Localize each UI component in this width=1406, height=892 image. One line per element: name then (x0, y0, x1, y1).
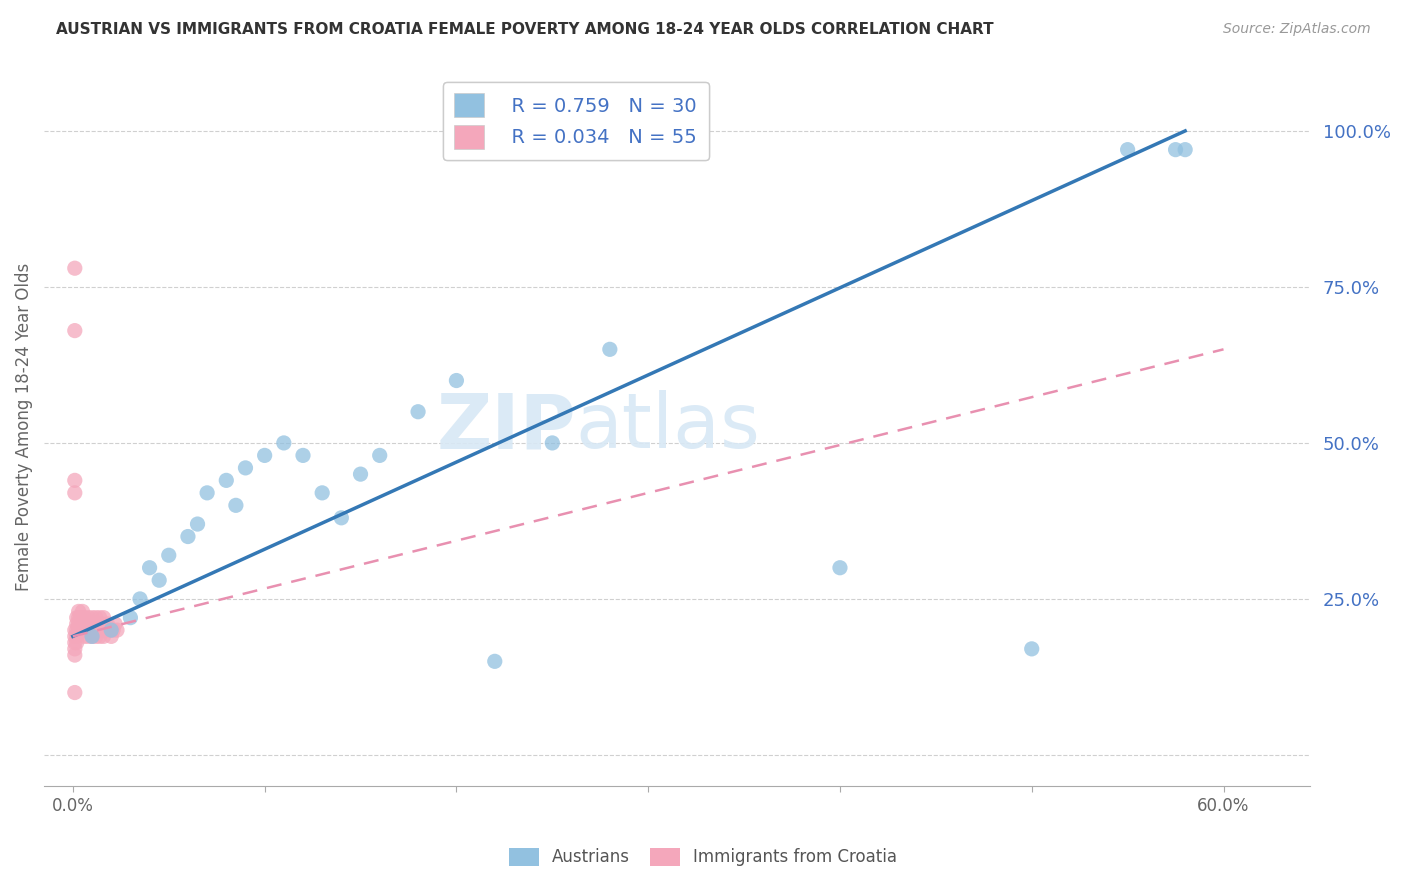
Point (83, 616, 105, 631)
Point (484, 654, 506, 668)
Point (101, 623, 124, 637)
Point (63, 486, 86, 500)
Point (67, 616, 90, 631)
Point (67, 610, 90, 624)
Point (69, 610, 91, 624)
Point (89, 629, 111, 643)
Point (120, 610, 142, 624)
Point (87, 616, 110, 631)
Point (90, 623, 112, 637)
Point (138, 560, 160, 574)
Point (292, 449, 315, 463)
Point (541, 436, 564, 450)
Point (66, 629, 89, 643)
Point (253, 449, 276, 463)
Point (100, 623, 122, 637)
Point (330, 511, 353, 525)
Point (63, 685, 86, 699)
Point (828, 560, 851, 574)
Point (406, 405, 429, 419)
Point (66, 635, 89, 649)
Point (63, 623, 86, 637)
Text: atlas: atlas (575, 391, 761, 465)
Point (87, 623, 110, 637)
Y-axis label: Female Poverty Among 18-24 Year Olds: Female Poverty Among 18-24 Year Olds (15, 263, 32, 591)
Point (84, 629, 107, 643)
Point (67, 604, 90, 618)
Point (235, 461, 257, 475)
Point (84, 610, 107, 624)
Point (129, 591, 152, 606)
Text: AUSTRIAN VS IMMIGRANTS FROM CROATIA FEMALE POVERTY AMONG 18-24 YEAR OLDS CORRELA: AUSTRIAN VS IMMIGRANTS FROM CROATIA FEMA… (56, 22, 994, 37)
Point (186, 517, 208, 532)
Point (66, 610, 89, 624)
Point (63, 261, 86, 276)
Text: Source: ZipAtlas.com: Source: ZipAtlas.com (1223, 22, 1371, 37)
Point (66, 623, 89, 637)
Point (69, 616, 91, 631)
Point (105, 623, 128, 637)
Point (63, 641, 86, 656)
Point (80, 610, 103, 624)
Point (273, 436, 295, 450)
Point (104, 616, 127, 631)
Point (75, 623, 97, 637)
Text: ZIP: ZIP (436, 391, 575, 465)
Legend: Austrians, Immigrants from Croatia: Austrians, Immigrants from Croatia (502, 841, 904, 873)
Point (93, 610, 115, 624)
Point (177, 529, 200, 543)
Point (77, 629, 100, 643)
Point (98, 623, 121, 637)
Point (80, 629, 103, 643)
Point (100, 629, 122, 643)
Point (73, 610, 96, 624)
Point (195, 486, 218, 500)
Point (148, 573, 170, 587)
Point (446, 374, 468, 388)
Point (83, 623, 105, 637)
Point (599, 343, 621, 357)
Point (63, 629, 86, 643)
Point (72, 616, 94, 631)
Point (75, 616, 97, 631)
Point (96, 616, 118, 631)
Point (73, 623, 96, 637)
Point (157, 548, 180, 562)
Point (94, 623, 117, 637)
Point (90, 616, 112, 631)
Point (72, 604, 94, 618)
Point (63, 324, 86, 338)
Point (215, 474, 238, 488)
Point (79, 623, 101, 637)
Point (311, 486, 333, 500)
Point (67, 623, 90, 637)
Point (349, 467, 371, 482)
Point (63, 648, 86, 662)
Point (368, 449, 391, 463)
Point (1116, 143, 1139, 157)
Point (1174, 143, 1197, 157)
Point (225, 499, 247, 513)
Point (79, 616, 101, 631)
Point (63, 635, 86, 649)
Point (1021, 641, 1043, 656)
Point (89, 610, 111, 624)
Point (80, 629, 103, 643)
Point (63, 474, 86, 488)
Legend:   R = 0.759   N = 30,   R = 0.034   N = 55: R = 0.759 N = 30, R = 0.034 N = 55 (443, 82, 709, 161)
Point (1164, 143, 1187, 157)
Point (93, 629, 115, 643)
Point (72, 610, 94, 624)
Point (77, 610, 100, 624)
Point (69, 623, 91, 637)
Point (73, 629, 96, 643)
Point (66, 616, 89, 631)
